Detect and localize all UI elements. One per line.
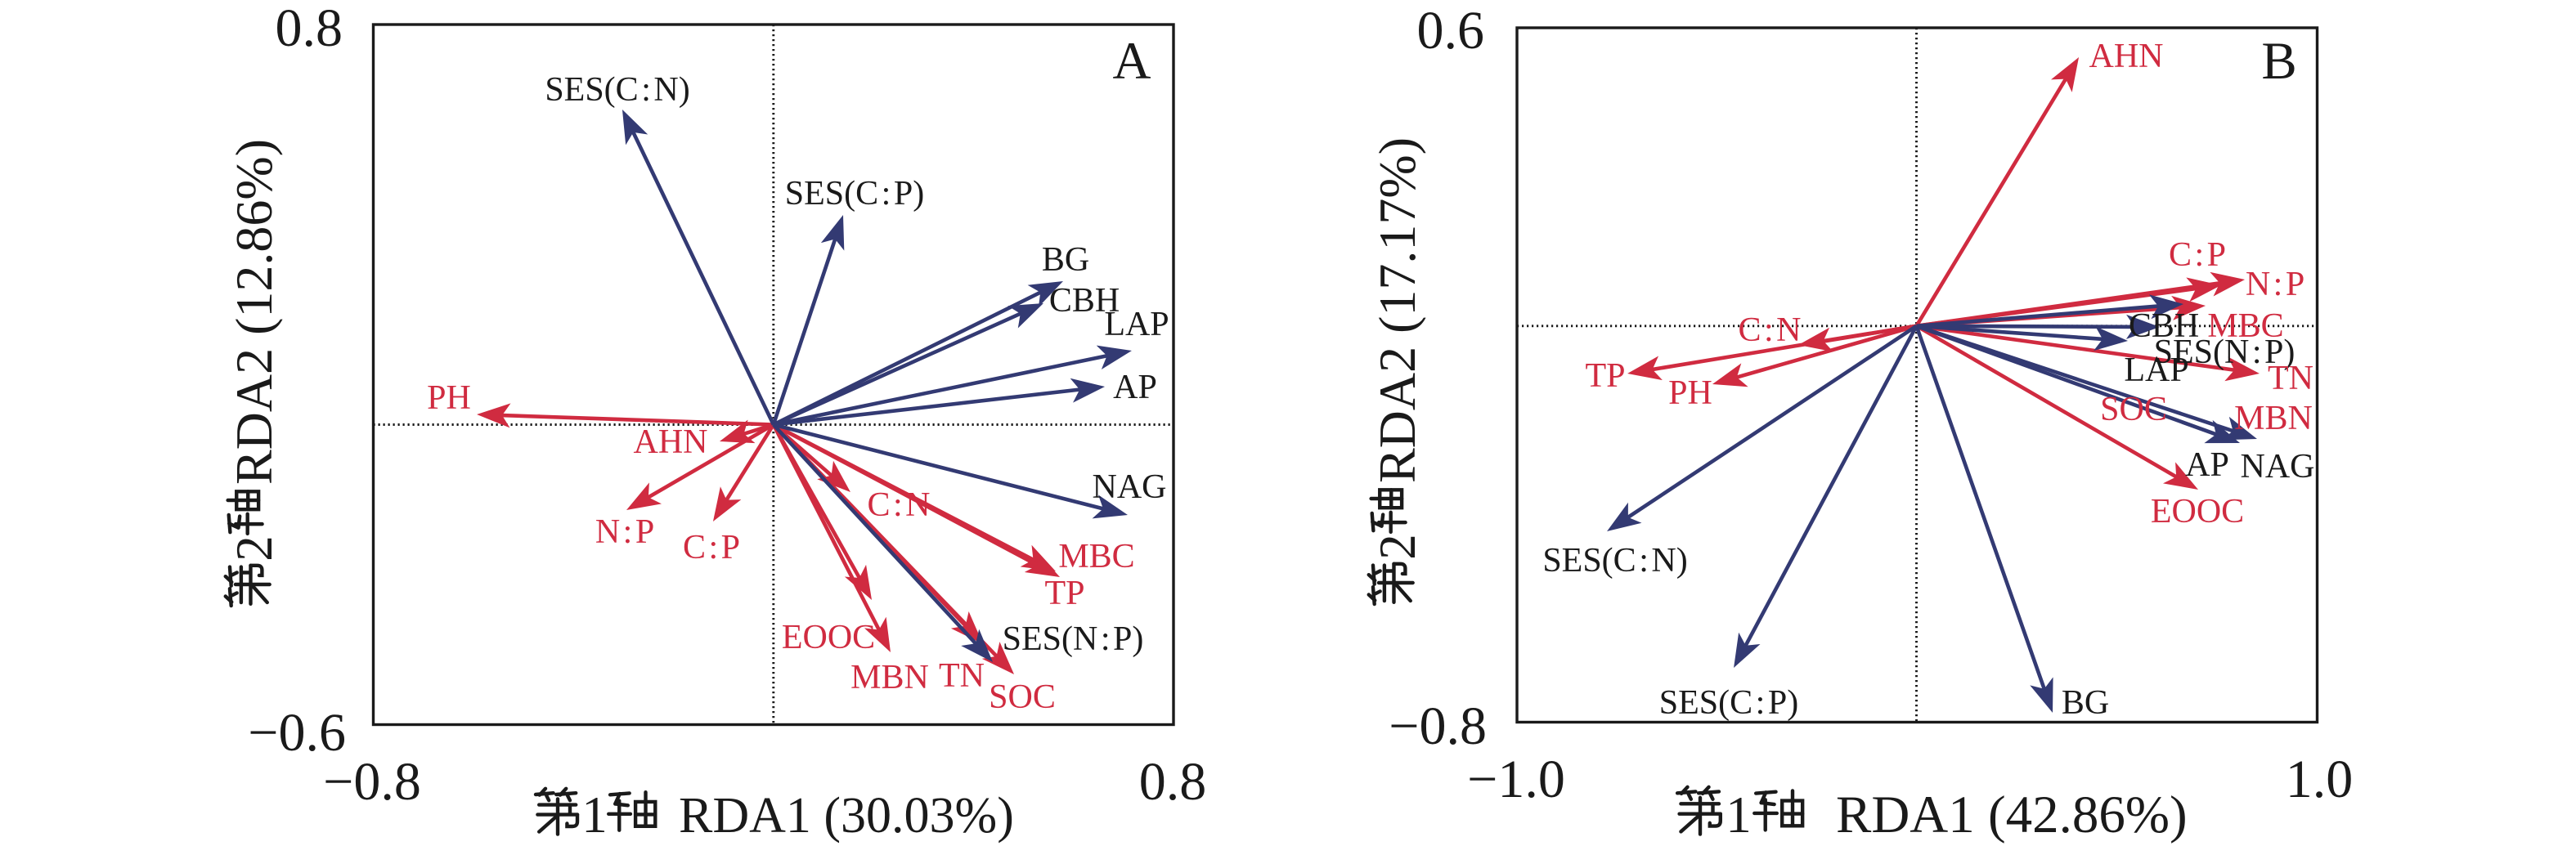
svg-text:C : P: C : P	[2169, 236, 2226, 274]
svg-text:TN: TN	[2268, 360, 2313, 397]
svg-text:SOC: SOC	[989, 678, 1056, 716]
svg-text:PH: PH	[1668, 374, 1712, 412]
svg-text:1: 1	[581, 786, 608, 844]
svg-text:0.6: 0.6	[1417, 1, 1485, 60]
svg-text:−0.8: −0.8	[1389, 696, 1487, 756]
svg-text:AP: AP	[1113, 369, 1157, 406]
svg-text:RDA1 (30.03%): RDA1 (30.03%)	[679, 788, 1014, 844]
svg-text:MBN: MBN	[850, 659, 929, 696]
svg-text:MBN: MBN	[2234, 400, 2313, 437]
svg-text:MBC: MBC	[1058, 538, 1134, 575]
svg-text:SES(N : P): SES(N : P)	[2154, 333, 2296, 371]
svg-text:SES(C : P): SES(C : P)	[1659, 684, 1798, 722]
svg-text:−1.0: −1.0	[1467, 750, 1565, 809]
svg-text:C : P: C : P	[683, 529, 740, 566]
svg-text:0.8: 0.8	[276, 0, 343, 58]
svg-text:EOOC: EOOC	[782, 619, 875, 656]
svg-text:N : P: N : P	[2246, 266, 2304, 303]
svg-text:MBC: MBC	[2207, 307, 2283, 345]
svg-text:RDA1 (42.86%): RDA1 (42.86%)	[1836, 786, 2188, 844]
svg-text:C : N: C : N	[1738, 311, 1801, 349]
svg-text:−0.8: −0.8	[323, 752, 421, 812]
svg-text:−0.6: −0.6	[248, 703, 346, 763]
svg-text:1: 1	[1726, 786, 1752, 844]
svg-text:SOC: SOC	[2100, 391, 2167, 428]
svg-text:N : P: N : P	[595, 513, 654, 551]
svg-text:BG: BG	[2062, 684, 2109, 722]
svg-text:RDA2 (17.17%): RDA2 (17.17%)	[1368, 137, 1426, 483]
svg-text:EOOC: EOOC	[2151, 493, 2244, 530]
svg-text:TP: TP	[1044, 575, 1084, 612]
svg-text:SES(N : P): SES(N : P)	[1003, 620, 1144, 658]
svg-text:CBH: CBH	[1049, 282, 1120, 320]
svg-text:RDA2 (12.86%): RDA2 (12.86%)	[225, 139, 283, 485]
svg-text:SES(C : N): SES(C : N)	[545, 71, 689, 109]
svg-text:AP: AP	[2185, 446, 2229, 484]
svg-text:NAG: NAG	[2241, 448, 2315, 486]
svg-text:LAP: LAP	[2124, 351, 2188, 389]
svg-text:PH: PH	[427, 379, 471, 417]
svg-text:BG: BG	[1042, 241, 1089, 279]
svg-text:A: A	[1113, 32, 1151, 91]
svg-text:B: B	[2261, 32, 2296, 91]
svg-text:0.8: 0.8	[1139, 752, 1207, 812]
svg-text:TP: TP	[1585, 357, 1625, 395]
svg-text:2: 2	[226, 535, 283, 562]
svg-text:2: 2	[1369, 534, 1426, 560]
svg-text:TN: TN	[939, 657, 985, 695]
svg-text:LAP: LAP	[1104, 306, 1169, 343]
svg-text:CBH: CBH	[2129, 307, 2199, 345]
svg-text:1.0: 1.0	[2286, 750, 2354, 809]
svg-text:C : N: C : N	[867, 486, 930, 524]
svg-text:NAG: NAG	[1093, 468, 1167, 506]
svg-text:AHN: AHN	[634, 423, 708, 461]
svg-text:AHN: AHN	[2089, 38, 2164, 75]
svg-text:SES(C : P): SES(C : P)	[785, 175, 924, 213]
svg-text:SES(C : N): SES(C : N)	[1542, 542, 1687, 580]
